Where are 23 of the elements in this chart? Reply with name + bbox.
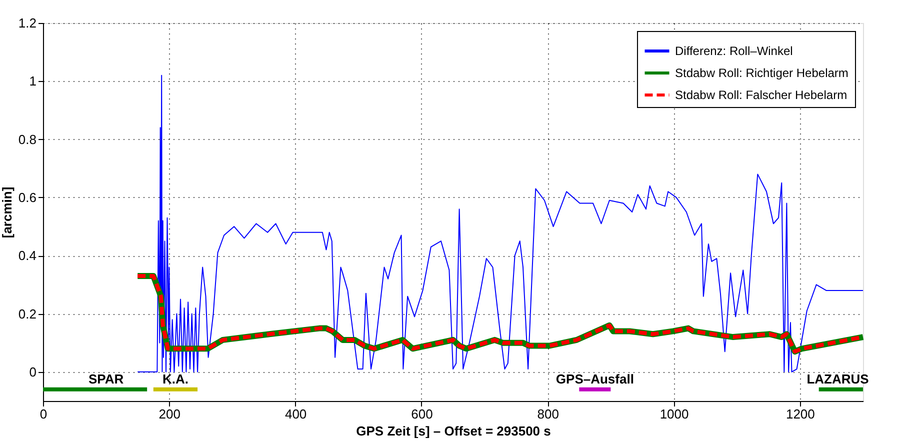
annotation: LAZARUS: [806, 371, 870, 386]
x-tick-label: 200: [158, 406, 181, 422]
x-tick-label: 1000: [660, 406, 689, 422]
x-tick-label: 400: [284, 406, 307, 422]
y-tick-label: 0.2: [18, 306, 36, 322]
x-tick-label: 0: [40, 406, 48, 422]
annotation: GPS–Ausfall: [556, 371, 634, 386]
y-tick-label: 0: [29, 364, 36, 380]
y-tick-label: 0.6: [18, 190, 36, 205]
y-axis-title: [arcmin]: [0, 186, 14, 238]
y-tick-label: 1: [29, 74, 36, 89]
annotation: K.A.: [162, 371, 188, 386]
y-tick-label: 1.2: [18, 16, 36, 30]
x-axis-title: GPS Zeit [s] – Offset = 293500 s: [356, 424, 551, 438]
y-tick-label: 0.8: [18, 132, 36, 147]
legend-label: Stdabw Roll: Falscher Hebelarm: [675, 88, 848, 102]
x-tick-label: 800: [537, 406, 559, 422]
legend-label: Differenz: Roll–Winkel: [675, 44, 793, 58]
x-tick-label: 1200: [786, 406, 815, 422]
legend-label: Stdabw Roll: Richtiger Hebelarm: [675, 66, 848, 80]
y-tick-label: 0.4: [18, 248, 36, 264]
annotation: SPAR: [88, 371, 124, 386]
x-tick-label: 600: [411, 406, 433, 422]
